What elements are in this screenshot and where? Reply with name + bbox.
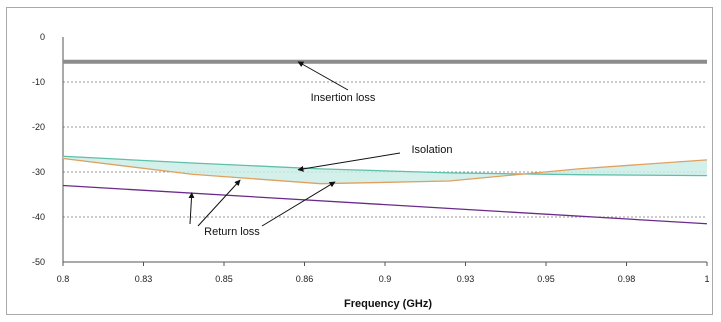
annotation-arrow [197,179,241,227]
grid [62,37,707,263]
series-lines [62,59,708,225]
y-tick-label: -50 [32,257,45,267]
y-tick-label: -40 [32,212,45,222]
annotations: Insertion loss Isolation Return loss [188,61,453,238]
x-tick-labels: 0.8 0.83 0.85 0.86 0.9 0.93 0.95 0.98 1 [57,262,710,284]
x-tick-label: 0.8 [57,274,70,284]
x-tick-label: 0.85 [215,274,233,284]
x-tick-label: 1 [704,274,709,284]
series-line-isolation_upper [62,155,708,177]
x-tick-label: 0.83 [135,274,153,284]
annotation-label: Insertion loss [311,92,376,104]
y-tick-label: -30 [32,167,45,177]
x-tick-label: 0.93 [457,274,475,284]
x-tick-label: 0.86 [296,274,314,284]
annotation-arrow [297,152,401,172]
annotation-arrow [188,192,195,225]
isolation-band [63,156,707,184]
y-tick-label: -20 [32,122,45,132]
annotation-label: Return loss [204,226,260,238]
annotation-arrow [261,181,336,227]
x-tick-label: 0.95 [537,274,555,284]
y-tick-labels: 0 -10 -20 -30 -40 -50 [32,32,45,267]
x-tick-label: 0.9 [379,274,392,284]
y-tick-label: 0 [40,32,45,42]
x-axis-title: Frequency (GHz) [344,298,432,310]
annotation-label: Isolation [412,144,453,156]
y-tick-label: -10 [32,77,45,87]
series-line-return_loss [62,184,708,225]
series-line-isolation_lower [62,157,708,185]
x-tick-label: 0.98 [618,274,636,284]
isolation-band-fill [63,156,707,184]
annotation-arrow [297,61,349,91]
